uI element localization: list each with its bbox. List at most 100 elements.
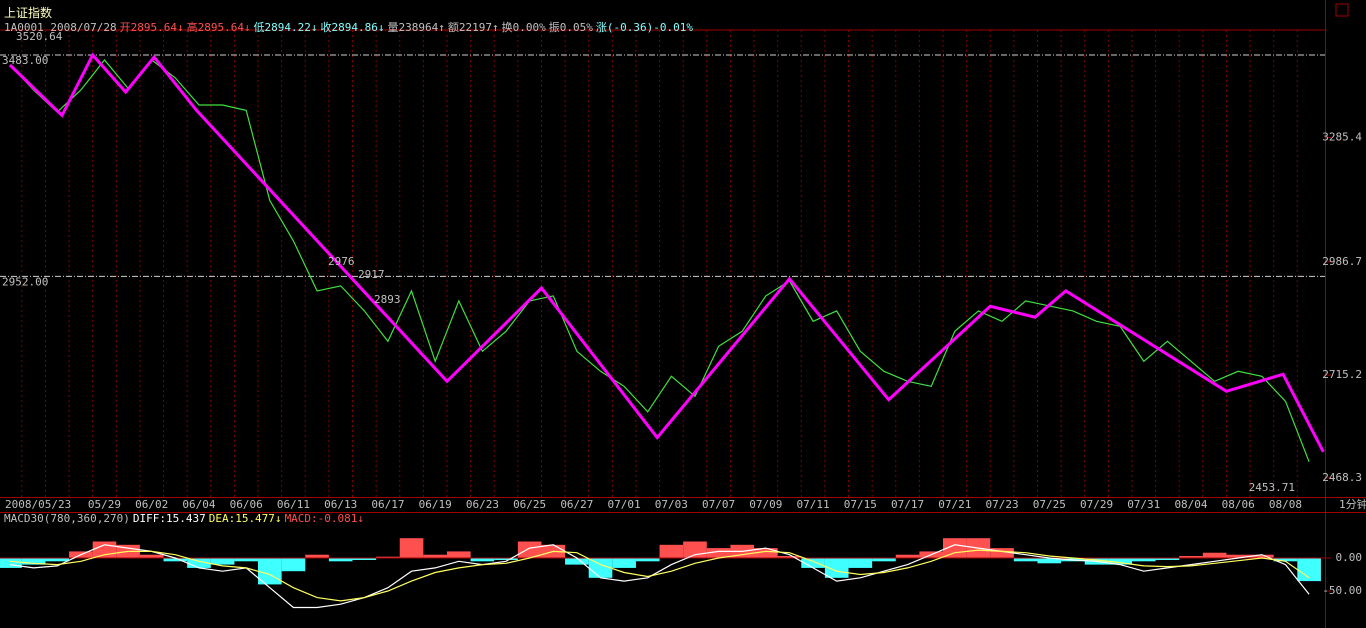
macd-bar bbox=[1108, 558, 1132, 565]
macd-bar bbox=[1037, 558, 1062, 564]
macd-bar bbox=[872, 558, 896, 562]
macd-header: MACD30(780,360,270) DIFF:15.437 DEA:15.477… bbox=[4, 512, 367, 525]
x-tick-label: 07/31 bbox=[1127, 498, 1160, 511]
macd-bar bbox=[706, 548, 731, 559]
macd-bar bbox=[234, 558, 259, 562]
quote-field: 1A0001 2008/07/28 bbox=[4, 21, 117, 34]
x-tick-label: 06/23 bbox=[466, 498, 499, 511]
x-tick-label: 06/13 bbox=[324, 498, 357, 511]
x-tick-label: 07/01 bbox=[608, 498, 641, 511]
macd-bar bbox=[635, 558, 660, 562]
x-tick-label: 08/06 bbox=[1222, 498, 1255, 511]
x-axis-label: 1分钟 bbox=[1339, 497, 1366, 511]
x-tick-label: 07/25 bbox=[1033, 498, 1066, 511]
macd-bar bbox=[1226, 554, 1251, 559]
series-line bbox=[9, 544, 1310, 609]
macd-bar bbox=[612, 558, 636, 568]
macd-bar bbox=[92, 541, 117, 559]
x-tick-label: 06/19 bbox=[419, 498, 452, 511]
macd-bar bbox=[754, 548, 778, 559]
quote-field: 开2895.64↓ bbox=[119, 21, 184, 34]
macd-bar bbox=[1179, 556, 1203, 559]
annotation: 2893 bbox=[374, 293, 401, 306]
quote-field: 涨(-0.36)-0.01% bbox=[595, 21, 693, 34]
y-tick-label: -50.00 bbox=[1322, 584, 1362, 597]
macd-bar bbox=[281, 558, 306, 572]
macd-bar bbox=[328, 558, 353, 562]
macd-bar bbox=[777, 556, 802, 559]
y-tick-label: 2986.7 bbox=[1322, 255, 1362, 268]
macd-bar bbox=[1013, 558, 1038, 562]
quote-field: 换0.00% bbox=[501, 21, 546, 34]
annotation: 2917 bbox=[358, 268, 385, 281]
y-tick-label: 2715.2 bbox=[1322, 368, 1362, 381]
quote-field: 高2895.64↓ bbox=[186, 21, 251, 34]
quote-field: 量238964↑ bbox=[387, 21, 445, 34]
macd-bar bbox=[470, 558, 495, 562]
macd-bar bbox=[683, 541, 707, 559]
macd-bar bbox=[1202, 552, 1227, 559]
quote-field: 额22197↑ bbox=[447, 21, 499, 34]
macd-bar bbox=[1155, 558, 1180, 560]
macd-bar bbox=[163, 558, 188, 562]
macd-bar bbox=[801, 558, 825, 568]
macd-bar bbox=[376, 556, 400, 559]
series-line bbox=[9, 549, 1310, 602]
x-tick-label: 06/17 bbox=[371, 498, 404, 511]
macd-bar bbox=[1297, 558, 1321, 582]
macd-bar bbox=[517, 541, 542, 559]
macd-bar bbox=[45, 558, 70, 562]
macd-bar bbox=[0, 558, 22, 568]
macd-bar bbox=[399, 538, 424, 559]
macd-bar bbox=[139, 554, 164, 559]
x-tick-label: 06/11 bbox=[277, 498, 310, 511]
annotation: 2453.71 bbox=[1249, 481, 1295, 494]
legend-entry: DIFF:15.437 bbox=[132, 512, 206, 525]
macd-bar bbox=[1250, 554, 1274, 559]
y-tick-label: 2468.3 bbox=[1322, 471, 1362, 484]
x-tick-label: 05/29 bbox=[88, 498, 121, 511]
macd-bar bbox=[210, 558, 235, 565]
x-tick-label: 06/25 bbox=[513, 498, 546, 511]
x-tick-label: 07/21 bbox=[938, 498, 971, 511]
x-tick-label: 07/11 bbox=[797, 498, 830, 511]
quote-field: 低2894.22↓ bbox=[253, 21, 318, 34]
macd-bar bbox=[423, 554, 447, 559]
reference-label: 3483.00 bbox=[2, 54, 48, 67]
x-tick-label: 07/09 bbox=[749, 498, 782, 511]
x-tick-label: 08/04 bbox=[1174, 498, 1207, 511]
x-tick-label: 07/03 bbox=[655, 498, 688, 511]
chart-title: 上证指数 bbox=[4, 6, 53, 20]
x-tick-label: 06/27 bbox=[560, 498, 593, 511]
macd-bar bbox=[187, 558, 211, 568]
macd-bar bbox=[824, 558, 849, 578]
quote-header: 1A0001 2008/07/28 开2895.64↓ 高2895.64↓ 低2894… bbox=[4, 19, 696, 35]
x-tick-label: 06/02 bbox=[135, 498, 168, 511]
x-tick-label: 07/23 bbox=[985, 498, 1018, 511]
legend-entry: MACD:-0.081↓ bbox=[284, 512, 365, 525]
macd-bar bbox=[990, 548, 1014, 559]
zigzag-line bbox=[8, 52, 1325, 453]
macd-bar bbox=[494, 558, 518, 560]
macd-bar bbox=[1273, 558, 1298, 562]
macd-bar bbox=[1131, 558, 1156, 562]
legend-entry: DEA:15.477↓ bbox=[208, 512, 282, 525]
macd-bar bbox=[565, 558, 589, 565]
quote-field: 振0.05% bbox=[548, 21, 593, 34]
y-tick-label: 3285.4 bbox=[1322, 130, 1362, 143]
macd-bar bbox=[305, 554, 329, 559]
x-tick-label: 06/06 bbox=[230, 498, 263, 511]
x-tick-label: 07/29 bbox=[1080, 498, 1113, 511]
annotation: 3520.64 bbox=[16, 30, 63, 43]
macd-bar bbox=[21, 558, 46, 565]
macd-bar bbox=[943, 538, 967, 559]
window-icon[interactable] bbox=[1335, 3, 1349, 17]
annotation: 2976 bbox=[328, 255, 355, 268]
x-tick-label: 08/08 bbox=[1269, 498, 1302, 511]
x-tick-label: 06/04 bbox=[182, 498, 215, 511]
x-tick-label: 07/07 bbox=[702, 498, 735, 511]
y-tick-label: 0.00 bbox=[1336, 551, 1363, 564]
